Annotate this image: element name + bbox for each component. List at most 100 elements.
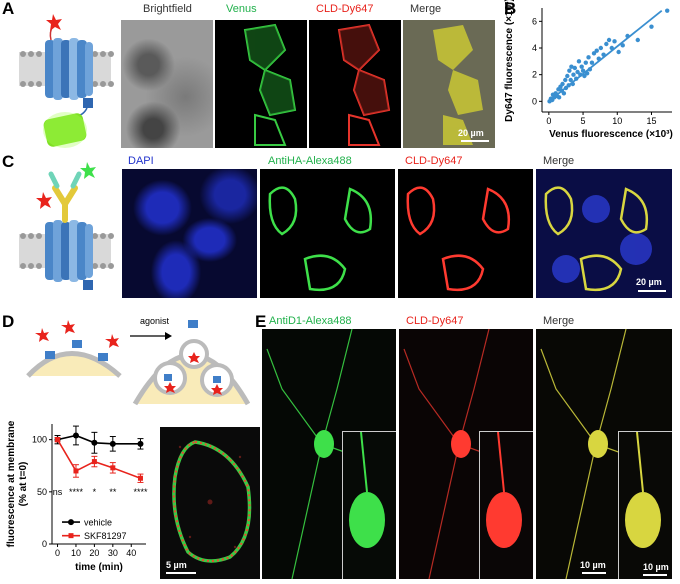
agonist-label: agonist — [140, 316, 170, 326]
scatter-point — [567, 68, 572, 73]
scalebar-d-line — [166, 572, 196, 574]
scatter-point — [598, 45, 604, 51]
scatter-y-label: Dy647 fluorescence (×10³) — [504, 0, 515, 122]
timecourse-x-tick-label: 10 — [71, 548, 81, 558]
timecourse-point-vehicle — [91, 439, 98, 446]
scatter-point — [560, 81, 565, 87]
scatter-x-tick-label: 15 — [646, 116, 656, 126]
legend-marker-vehicle — [68, 519, 74, 526]
timecourse-x-label: time (min) — [75, 562, 123, 573]
scatter-x-label: Venus fluorescence (×10³) — [549, 129, 673, 140]
timecourse-point-skf — [55, 437, 61, 443]
timecourse-x-tick-label: 0 — [55, 548, 60, 558]
scatter-y-tick-label: 0 — [532, 96, 537, 106]
title-cld-c: CLD-Dy647 — [405, 155, 463, 167]
timecourse-point-skf — [73, 468, 79, 474]
scalebar-e2: 10 µm — [643, 562, 669, 572]
internalization-schematic: agonist — [26, 316, 250, 406]
scatter-point — [568, 77, 573, 83]
scatter-point — [565, 73, 570, 79]
scatter-point — [563, 77, 568, 83]
timecourse-point-skf — [137, 475, 143, 481]
timecourse-y-tick-label: 0 — [42, 539, 47, 549]
timecourse-line-1 — [56, 439, 141, 480]
micrograph-merge-e: 10 µm 10 µm — [536, 329, 672, 579]
significance-label: **** — [69, 487, 84, 497]
scatter-point — [591, 51, 597, 56]
scatter-x-tick-label: 10 — [612, 116, 622, 126]
micrograph-merge-c: 20 µm — [536, 169, 672, 298]
scatter-point — [561, 91, 567, 96]
timecourse-x-tick-label: 30 — [108, 548, 118, 558]
micrograph-brightfield — [121, 20, 213, 148]
legend-marker-skf — [68, 533, 74, 539]
scatter-point — [583, 60, 588, 65]
micrograph-antid1 — [262, 329, 396, 579]
micrograph-antiha — [260, 169, 395, 298]
scatter-point — [575, 69, 580, 75]
venus-barrel-icon — [43, 112, 87, 148]
timecourse-point-skf — [110, 465, 116, 471]
scatter-fit-line — [548, 9, 663, 103]
panel-label-b: B — [504, 0, 517, 18]
timecourse-y-label-1: fluorescence at membrane — [6, 420, 17, 547]
scatter-point — [594, 48, 599, 53]
legend-label-0: vehicle — [84, 518, 112, 528]
receptor-antibody-schematic — [19, 162, 114, 290]
micrograph-cld-a — [309, 20, 401, 148]
antibody-icon — [48, 171, 82, 223]
title-merge-c: Merge — [543, 155, 575, 167]
scatter-x-tick-label: 5 — [581, 116, 586, 126]
scatter-point — [576, 59, 582, 64]
title-antid1: AntiD1-Alexa488 — [269, 315, 352, 327]
scatter-plot: 0 5 10 15 0 2 4 6 Venus fluorescence (×10³) Dy647… — [504, 0, 673, 140]
panel-label-e: E — [255, 312, 267, 331]
timecourse-y-tick-label: 100 — [32, 435, 47, 445]
receptor-helices-a — [45, 38, 93, 100]
timecourse-point-vehicle — [109, 440, 116, 447]
scalebar-a-line — [461, 140, 489, 142]
scalebar-d: 5 µm — [166, 560, 187, 570]
title-cld-a: CLD-Dy647 — [316, 3, 374, 15]
title-dapi: DAPI — [128, 155, 154, 167]
receptor-venus-schematic — [19, 14, 114, 148]
scatter-point — [649, 24, 654, 29]
inset-cld-e — [479, 431, 533, 579]
title-brightfield: Brightfield — [143, 3, 192, 15]
micrograph-dapi — [122, 169, 257, 298]
scalebar-c-line — [638, 290, 666, 292]
alexa-star-icon — [80, 162, 96, 179]
scatter-point — [606, 37, 612, 43]
scalebar-e1-line — [582, 572, 606, 574]
scatter-point — [556, 95, 562, 100]
micrograph-merge-a: 20 µm — [403, 20, 495, 148]
scatter-y-tick-label: 6 — [532, 16, 537, 26]
title-antiha: AntiHA-Alexa488 — [268, 155, 352, 167]
scalebar-e1: 10 µm — [580, 560, 606, 570]
timecourse-x-tick-label: 40 — [126, 548, 136, 558]
scatter-point — [586, 55, 591, 60]
legend-label-1: SKF81297 — [84, 531, 127, 541]
timecourse-y-label-2: (% at t=0) — [18, 462, 29, 507]
timecourse-x-tick-label: 20 — [89, 548, 99, 558]
scatter-point — [616, 49, 621, 55]
cell-before-agonist — [26, 320, 122, 378]
scatter-point — [571, 72, 576, 77]
micrograph-cld-c — [398, 169, 533, 298]
significance-label: **** — [133, 487, 148, 497]
significance-label: ** — [109, 487, 117, 497]
timecourse-line-0 — [57, 434, 141, 445]
timecourse-point-skf — [91, 459, 97, 465]
title-venus-a: Venus — [226, 3, 257, 15]
scalebar-a: 20 µm — [458, 128, 484, 138]
scatter-point — [612, 39, 617, 44]
panel-label-c: C — [2, 152, 15, 171]
scatter-point — [572, 65, 578, 71]
micrograph-membrane: 5 µm — [160, 427, 260, 579]
significance-label: ns — [53, 487, 63, 497]
scatter-point — [589, 60, 595, 65]
micrograph-venus-a — [215, 20, 307, 148]
title-merge-e: Merge — [543, 315, 575, 327]
inset-merge-e: 10 µm — [618, 431, 672, 579]
